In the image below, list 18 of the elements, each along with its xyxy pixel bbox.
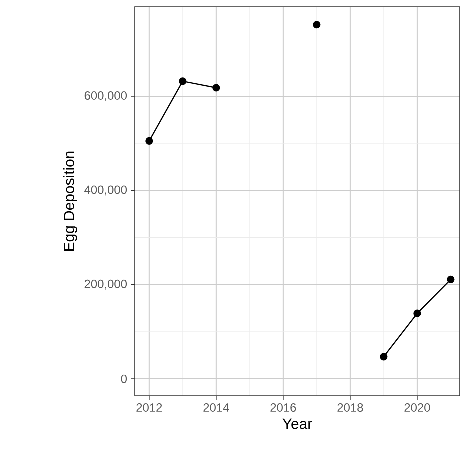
point	[212, 84, 220, 92]
x-tick-label: 2014	[204, 404, 230, 412]
point	[179, 78, 187, 86]
x-axis-title: Year	[282, 418, 312, 430]
point	[313, 21, 321, 29]
y-axis-title: Egg Deposition	[63, 152, 78, 251]
y-tick-label: 600,000	[84, 92, 128, 102]
x-tick-label: 2016	[270, 404, 296, 412]
x-tick-label: 2020	[404, 404, 430, 412]
point	[380, 353, 388, 361]
x-tick-label: 2018	[338, 404, 364, 412]
x-tick-label: 2012	[136, 404, 162, 412]
point	[447, 276, 455, 284]
y-tick-label: 0	[121, 374, 128, 384]
point	[414, 310, 422, 318]
y-tick-label: 200,000	[84, 280, 128, 290]
y-tick-label: 400,000	[84, 186, 128, 196]
point	[146, 137, 154, 145]
